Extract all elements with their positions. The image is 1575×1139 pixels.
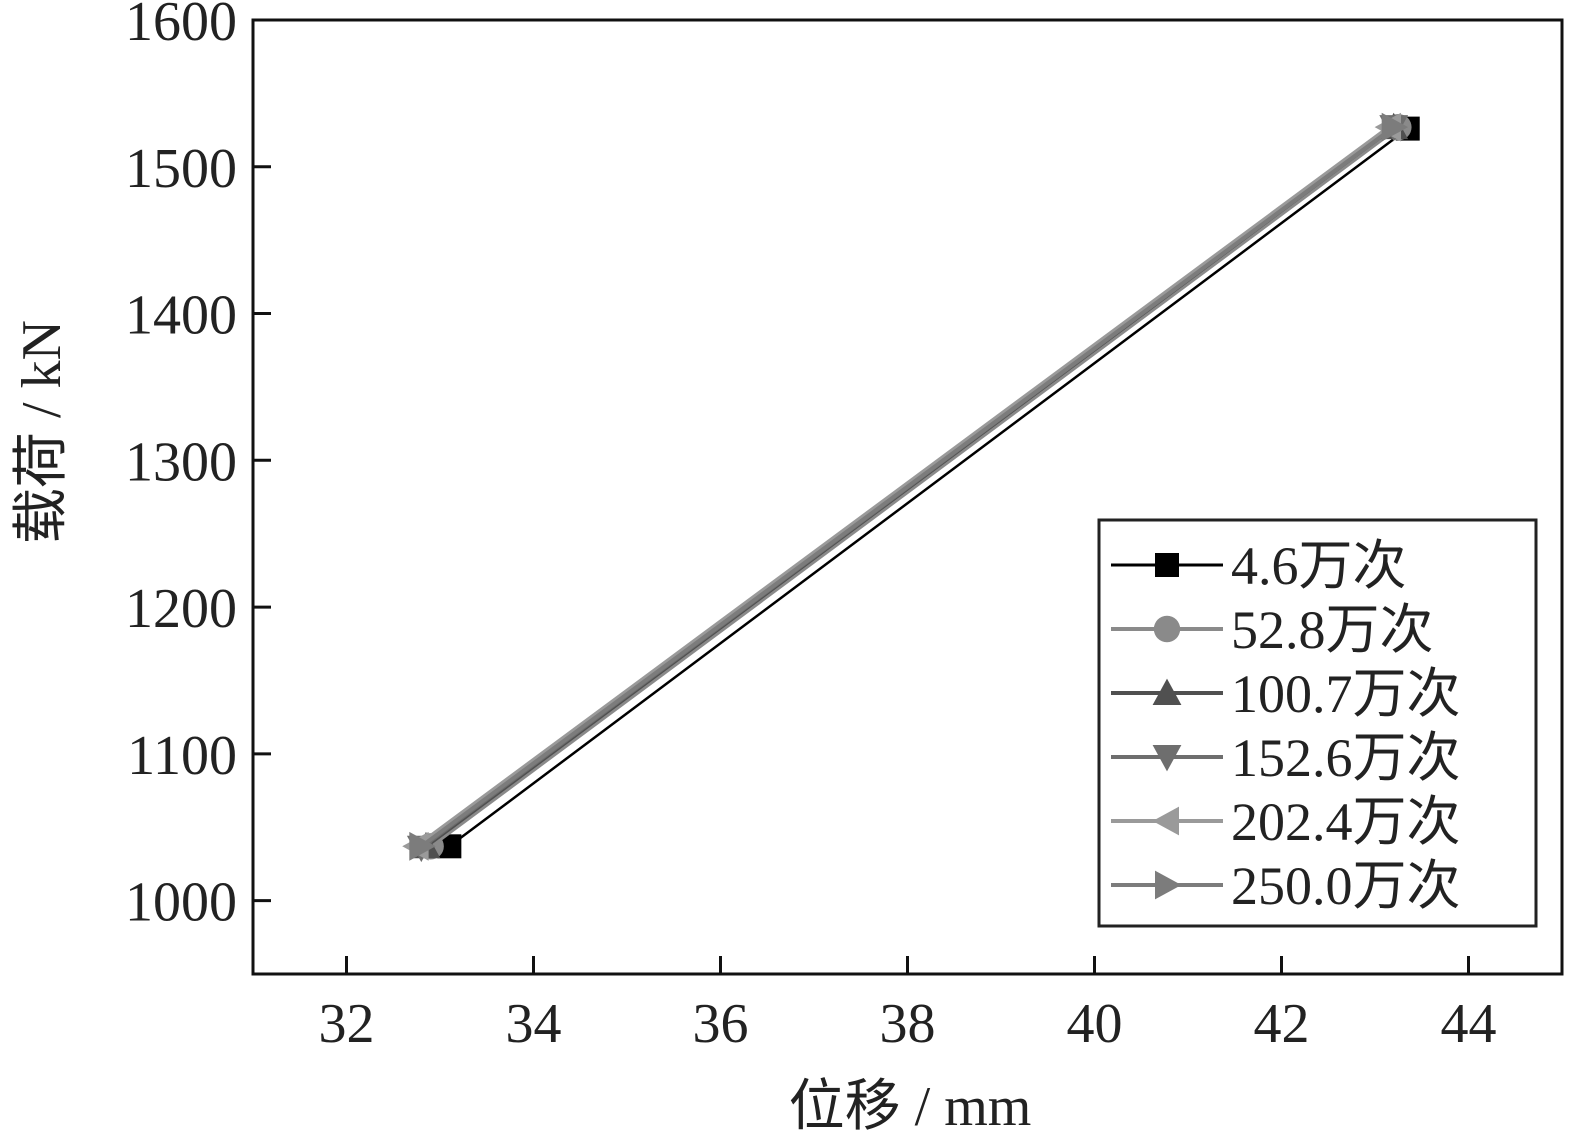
data-point bbox=[409, 831, 436, 861]
y-tick-label: 1200 bbox=[125, 578, 237, 640]
x-tick-label: 32 bbox=[319, 993, 375, 1055]
legend-label: 52.8万次 bbox=[1231, 600, 1434, 660]
x-tick-label: 38 bbox=[880, 993, 936, 1055]
legend-item: 52.8万次 bbox=[1111, 600, 1434, 660]
x-tick-label: 34 bbox=[506, 993, 562, 1055]
data-point bbox=[1381, 112, 1409, 142]
x-tick-label: 42 bbox=[1254, 993, 1310, 1055]
legend-item: 100.7万次 bbox=[1111, 664, 1461, 724]
series-layer bbox=[402, 112, 1420, 863]
series-line bbox=[429, 125, 1400, 848]
y-tick-label: 1300 bbox=[125, 431, 237, 493]
legend-label: 202.4万次 bbox=[1231, 792, 1461, 852]
data-point bbox=[1153, 615, 1181, 643]
y-tick-label: 1600 bbox=[125, 0, 237, 53]
legend-item: 152.6万次 bbox=[1111, 728, 1461, 788]
legend-box bbox=[1097, 518, 1538, 928]
data-point bbox=[1152, 806, 1179, 836]
legend-label: 250.0万次 bbox=[1231, 856, 1461, 916]
y-tick-label: 1400 bbox=[125, 285, 237, 347]
series-line bbox=[420, 125, 1395, 848]
legend-label: 152.6万次 bbox=[1231, 728, 1461, 788]
x-axis: 32 34 36 38 40 42 44 bbox=[319, 956, 1497, 1055]
legend-label: 4.6万次 bbox=[1231, 536, 1407, 596]
y-axis-title: 载荷 / kN bbox=[11, 320, 73, 544]
x-tick-label: 40 bbox=[1067, 993, 1123, 1055]
legend-item: 202.4万次 bbox=[1111, 792, 1461, 852]
series-line bbox=[448, 127, 1409, 848]
y-axis: 1000 1100 1200 1300 1400 1500 1600 bbox=[125, 0, 271, 934]
data-point bbox=[1152, 678, 1182, 705]
y-tick-label: 1500 bbox=[125, 138, 237, 200]
y-tick-label: 1000 bbox=[125, 872, 237, 934]
y-tick-label: 1100 bbox=[127, 725, 237, 787]
x-axis-title: 位移 / mm bbox=[789, 1076, 1032, 1138]
x-tick-label: 44 bbox=[1441, 993, 1497, 1055]
data-point bbox=[1152, 745, 1182, 772]
x-tick-label: 36 bbox=[693, 993, 749, 1055]
legend-label: 100.7万次 bbox=[1231, 664, 1461, 724]
series-6 bbox=[409, 112, 1409, 861]
data-point bbox=[1155, 870, 1182, 900]
series-line bbox=[415, 125, 1391, 848]
legend-item: 4.6万次 bbox=[1111, 536, 1407, 596]
data-point bbox=[1155, 553, 1179, 577]
legend-item: 250.0万次 bbox=[1111, 856, 1461, 916]
